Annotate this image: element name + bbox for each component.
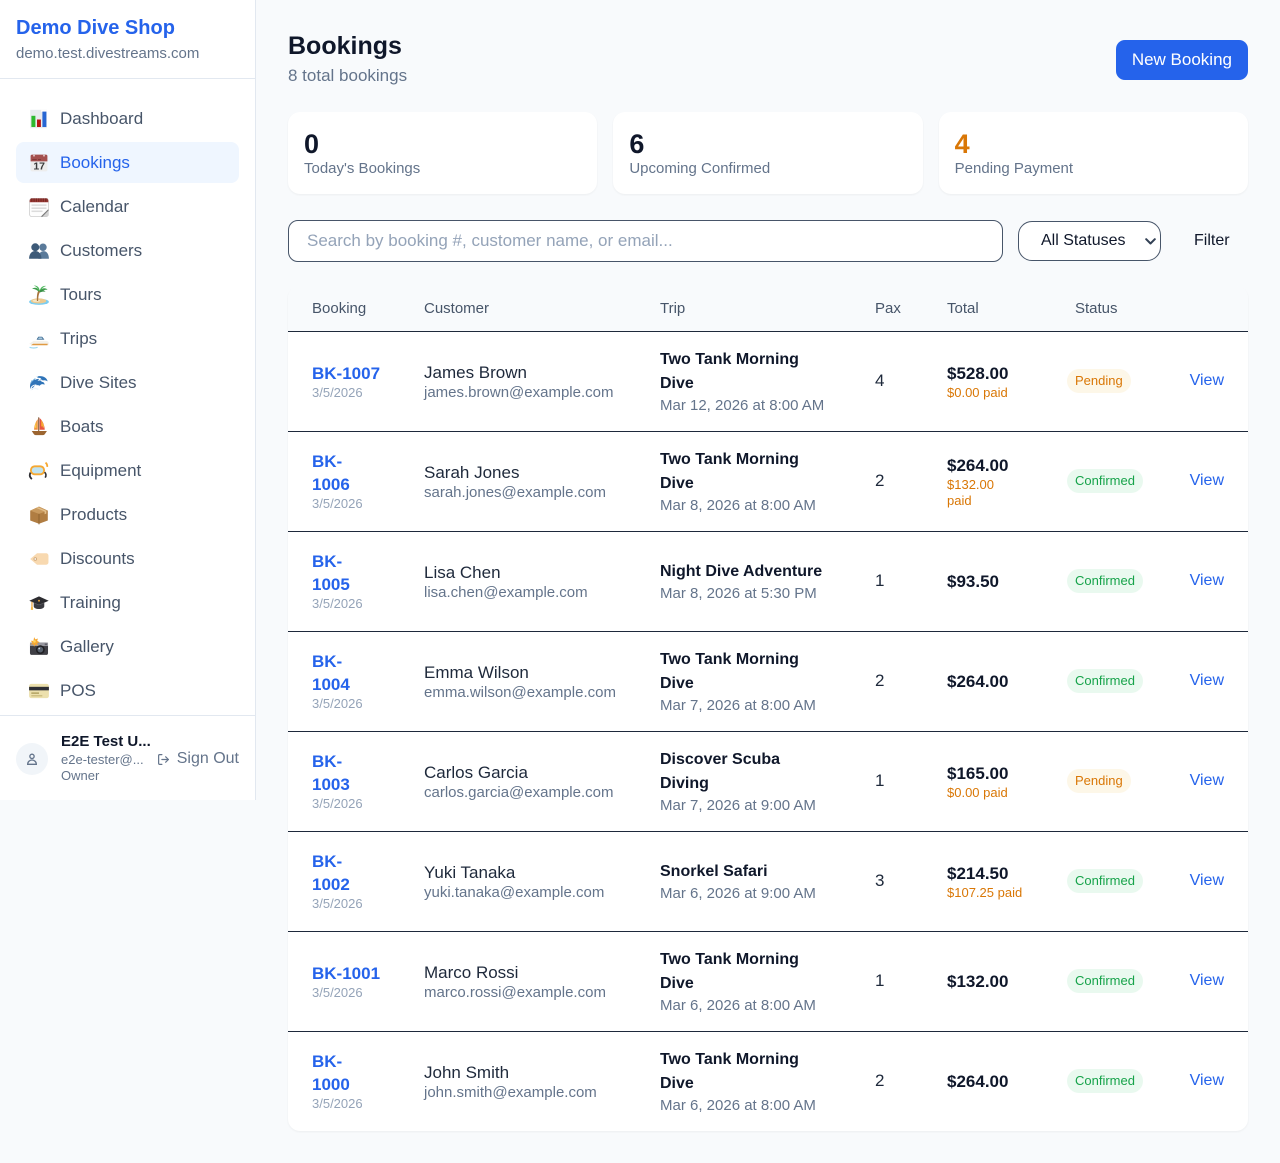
svg-text:17: 17	[33, 160, 45, 172]
